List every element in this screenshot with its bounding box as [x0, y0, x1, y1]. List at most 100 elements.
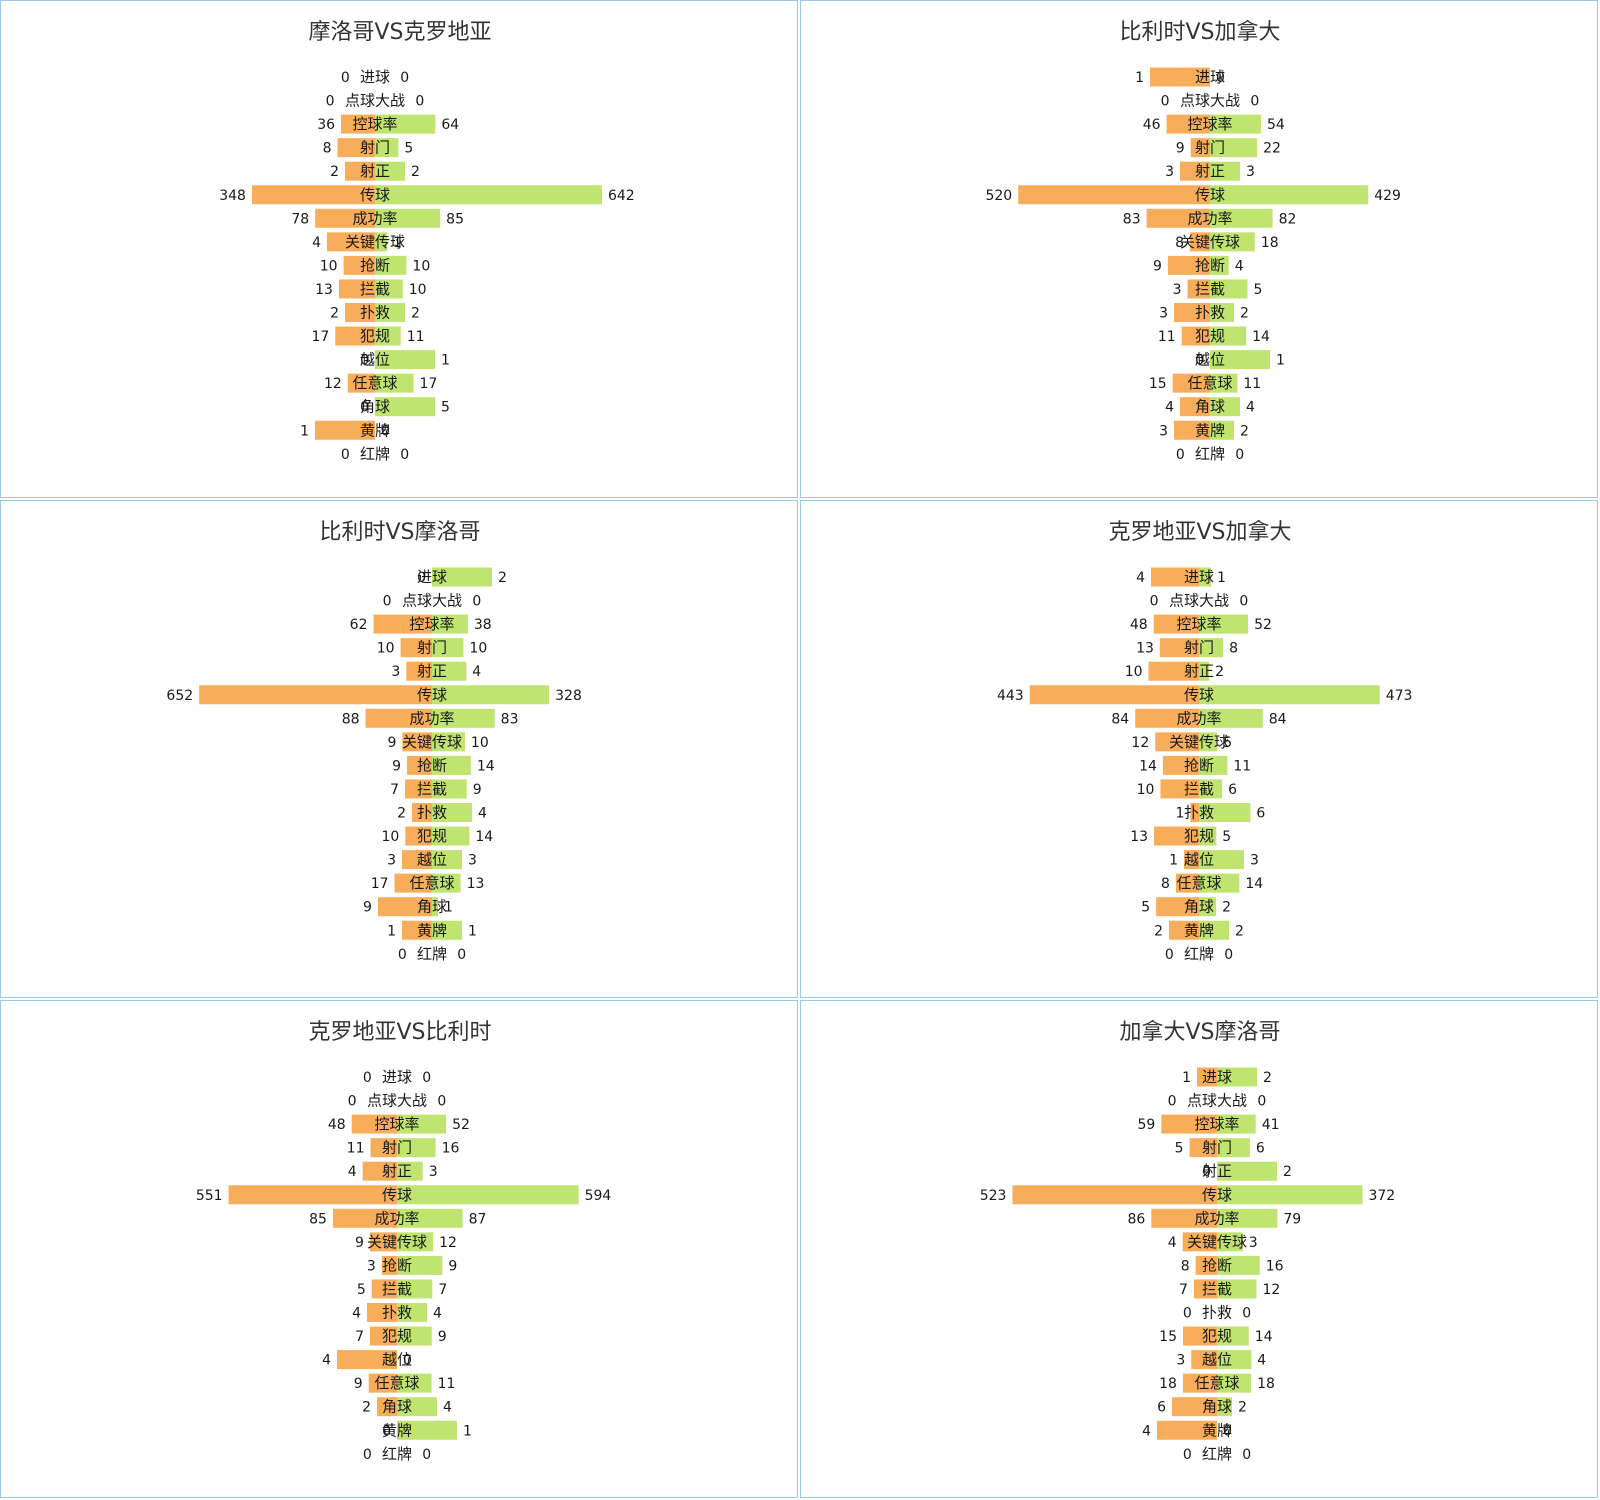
value-left: 6: [1157, 1400, 1166, 1416]
chart-title: 克罗地亚VS加拿大: [1108, 519, 1291, 545]
value-right: 16: [442, 1141, 460, 1157]
bar-left: [1135, 708, 1199, 728]
bar-left: [1156, 897, 1199, 917]
bar-left: [407, 755, 432, 775]
value-right: 14: [1252, 329, 1270, 345]
category-label: 任意球: [1176, 874, 1221, 892]
bar-left: [362, 1161, 397, 1181]
bar-right: [432, 850, 462, 870]
bar-right: [1217, 1114, 1256, 1134]
value-left: 9: [355, 1235, 364, 1251]
category-label: 传球: [417, 686, 447, 704]
bar-left: [1195, 1255, 1217, 1275]
value-left: 4: [1165, 400, 1174, 416]
bar-right: [375, 232, 387, 252]
category-label: 角球: [1202, 1398, 1232, 1416]
value-right: 5: [441, 400, 450, 416]
bar-left: [315, 208, 375, 228]
category-label: 关键传球: [1187, 1233, 1247, 1251]
bar-right: [432, 614, 468, 634]
value-left: 1: [1169, 853, 1178, 869]
chart-title: 克罗地亚VS比利时: [308, 1020, 491, 1045]
value-right: 5: [1222, 829, 1231, 845]
bar-right: [1199, 873, 1240, 893]
category-label: 进球: [1195, 68, 1225, 86]
value-right: 4: [478, 806, 487, 822]
value-left: 520: [985, 188, 1012, 204]
category-label: 红牌: [1202, 1445, 1232, 1463]
chart-title: 比利时VS加拿大: [1119, 19, 1280, 45]
value-left: 13: [1130, 829, 1148, 845]
category-label: 扑救: [1184, 804, 1214, 822]
value-right: 12: [1263, 1282, 1281, 1298]
category-label: 射正: [1202, 1162, 1232, 1180]
value-right: 10: [471, 735, 489, 751]
bar-right: [375, 397, 435, 417]
bar-right: [397, 1279, 433, 1299]
category-label: 拦截: [360, 280, 390, 298]
category-label: 点球大战: [402, 592, 462, 610]
bar-left: [1153, 614, 1199, 634]
category-label: 抢断: [1202, 1256, 1232, 1274]
chart-panel: 加拿大VS摩洛哥 进球 1 2 点球大战 0 0 控球率 59 41 射门 5 6 射正 0 2 传球 523 37…: [800, 1000, 1598, 1498]
value-left: 3: [367, 1258, 376, 1274]
value-right: 642: [608, 188, 635, 204]
bar-right: [397, 1326, 432, 1346]
value-left: 0: [417, 570, 426, 586]
value-right: 79: [1283, 1211, 1301, 1227]
category-label: 点球大战: [345, 92, 405, 110]
category-label: 红牌: [1195, 445, 1225, 463]
bar-right: [1217, 1397, 1232, 1417]
bar-left: [1151, 567, 1199, 587]
value-right: 2: [1240, 423, 1249, 439]
value-right: 52: [1254, 617, 1272, 633]
value-right: 0: [1242, 1306, 1251, 1322]
value-left: 4: [352, 1306, 361, 1322]
value-right: 4: [1235, 258, 1244, 274]
value-right: 18: [1261, 235, 1279, 251]
value-right: 9: [473, 782, 482, 798]
value-left: 8: [1161, 876, 1170, 892]
category-label: 射正: [360, 162, 390, 180]
value-right: 328: [555, 688, 582, 704]
bar-right: [375, 373, 414, 393]
category-label: 越位: [382, 1351, 412, 1369]
value-left: 12: [1131, 735, 1149, 751]
bar-right: [1199, 803, 1251, 822]
value-left: 1: [1176, 806, 1185, 822]
value-left: 0: [1183, 1447, 1192, 1463]
bar-left: [371, 1279, 397, 1299]
bar-left: [1151, 1208, 1217, 1228]
value-left: 2: [397, 806, 406, 822]
category-label: 关键传球: [345, 233, 405, 251]
bar-right: [1210, 397, 1240, 417]
value-left: 48: [1130, 617, 1148, 633]
bar-left: [1197, 1067, 1217, 1087]
value-left: 0: [398, 947, 407, 963]
category-label: 扑救: [1202, 1304, 1232, 1322]
bar-right: [432, 873, 461, 893]
bar-left: [370, 1138, 397, 1158]
category-label: 角球: [417, 898, 447, 916]
bar-left: [402, 920, 432, 940]
category-label: 拦截: [1195, 280, 1225, 298]
bar-left: [1191, 1350, 1217, 1370]
bar-left: [1174, 420, 1210, 440]
category-label: 黄牌: [1184, 921, 1214, 939]
bar-left: [1155, 732, 1199, 752]
category-label: 任意球: [409, 874, 454, 892]
category-label: 拦截: [1184, 780, 1214, 798]
bar-left: [199, 685, 432, 705]
value-right: 64: [441, 117, 459, 133]
value-right: 429: [1374, 188, 1401, 204]
category-label: 点球大战: [1169, 592, 1229, 610]
value-right: 0: [1239, 594, 1248, 610]
bar-left: [315, 420, 375, 440]
bar-left: [1150, 67, 1210, 87]
bar-left: [1190, 138, 1210, 158]
bar-left: [1174, 303, 1210, 322]
chart-panel: 摩洛哥VS克罗地亚 进球 0 0 点球大战 0 0 控球率 36 64 射门 8 5 射正 2 2 传球 348 6…: [0, 0, 798, 498]
value-right: 6: [1256, 1141, 1265, 1157]
bar-left: [1182, 1326, 1217, 1346]
